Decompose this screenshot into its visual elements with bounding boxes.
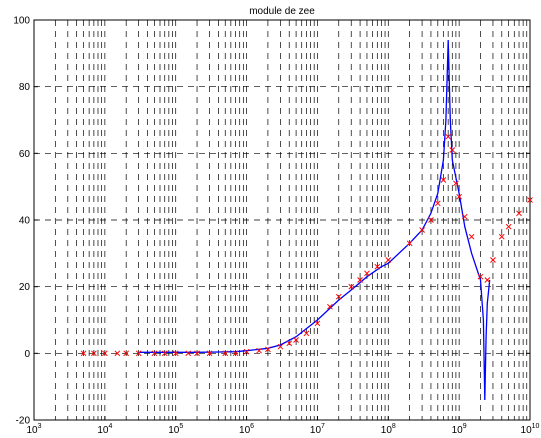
series-point (185, 350, 192, 357)
series-line (138, 39, 491, 401)
series-point (527, 197, 533, 203)
x-tick-label: 104 (97, 423, 112, 436)
series-point (449, 147, 456, 153)
x-tick-base: 10 (239, 425, 251, 436)
x-tick-label: 109 (452, 423, 467, 436)
series-point (327, 303, 333, 310)
x-tick-exponent: 8 (392, 423, 396, 430)
x-tick-base: 10 (452, 425, 464, 436)
y-tick-label: -20 (16, 416, 31, 427)
series-point (428, 217, 434, 223)
series-point (453, 180, 459, 187)
x-tick-base: 10 (381, 425, 393, 436)
series-point (385, 257, 392, 263)
series-point (364, 270, 370, 277)
y-tick-label: 0 (24, 349, 30, 360)
series-point (114, 350, 121, 357)
x-tick-exponent: 6 (250, 423, 254, 430)
y-tick-label: 80 (19, 82, 31, 93)
chart-title: module de zee (249, 6, 315, 17)
series-point (461, 213, 468, 220)
series-point (123, 350, 130, 357)
x-tick-base: 10 (97, 425, 109, 436)
series-point (256, 347, 262, 354)
series-point (91, 350, 97, 357)
x-tick-label: 108 (381, 423, 396, 436)
series-point (357, 277, 363, 283)
y-tick-label: 20 (19, 282, 31, 293)
series-point (456, 193, 462, 200)
series-point (102, 350, 108, 357)
series-point (161, 350, 168, 357)
series-point (374, 263, 381, 270)
x-tick-base: 10 (168, 425, 180, 436)
series-point (303, 330, 310, 337)
x-axis: 103 104 105 106 107 108 109 1010 (26, 416, 540, 436)
y-axis: -20 0 20 40 60 80 100 (13, 16, 530, 427)
series-point (505, 223, 512, 230)
y-tick-label: 100 (13, 16, 30, 27)
y-tick-label: 60 (19, 149, 31, 160)
x-tick-label: 105 (168, 423, 183, 436)
series-point (172, 350, 179, 357)
x-tick-base: 10 (26, 425, 38, 436)
x-tick-label: 106 (239, 423, 254, 436)
series-point (348, 283, 355, 290)
series-point (243, 348, 250, 355)
series-point (434, 200, 441, 207)
series-point (440, 177, 447, 183)
x-tick-exponent: 9 (463, 423, 467, 430)
series-point (194, 350, 200, 357)
series-point (406, 240, 413, 247)
x-tick-label: 107 (310, 423, 325, 436)
series-layer (80, 39, 533, 401)
series-point (222, 350, 229, 357)
series-point (232, 350, 239, 357)
series-point (314, 320, 321, 327)
x-tick-exponent: 3 (38, 423, 42, 430)
x-tick-base: 10 (521, 425, 533, 436)
series-point (516, 210, 522, 217)
x-tick-base: 10 (310, 425, 322, 436)
series-point (477, 273, 484, 280)
x-tick-exponent: 4 (108, 423, 112, 430)
series-point (335, 293, 342, 300)
series-point (484, 277, 491, 283)
series-point (135, 350, 142, 357)
series-point (468, 233, 475, 240)
series-point (206, 350, 213, 357)
series-point (445, 133, 452, 140)
series-point (490, 257, 496, 263)
series-point (277, 343, 284, 350)
series-point (498, 233, 505, 240)
x-tick-label: 103 (26, 423, 41, 436)
x-tick-label: 1010 (521, 423, 540, 436)
series-point (151, 350, 158, 357)
series-point (80, 350, 87, 357)
x-tick-exponent: 10 (532, 423, 540, 430)
x-tick-exponent: 5 (179, 423, 183, 430)
y-tick-label: 40 (19, 216, 31, 227)
grid (34, 20, 530, 420)
series-point (265, 346, 271, 353)
x-tick-exponent: 7 (321, 423, 325, 430)
series-point (419, 227, 425, 233)
series-point (286, 340, 293, 347)
series-point (293, 337, 299, 343)
